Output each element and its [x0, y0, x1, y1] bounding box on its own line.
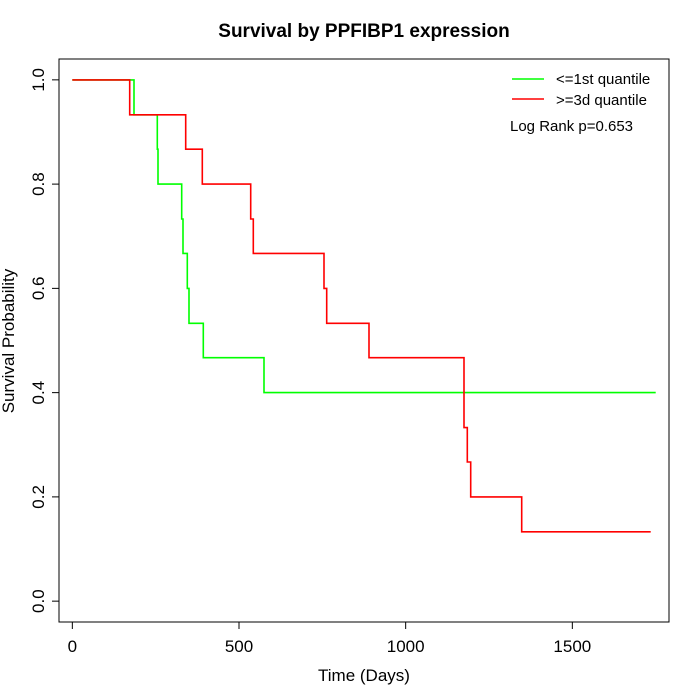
legend: <=1st quantile >=3d quantile [512, 71, 650, 109]
survival-curve-high-quantile [72, 79, 651, 533]
y-tick-label: 0.2 [29, 485, 48, 509]
plot-frame [58, 58, 670, 623]
y-tick-label: 0.0 [29, 589, 48, 613]
legend-label-high-quantile: >=3d quantile [556, 92, 647, 109]
y-tick-label: 1.0 [29, 68, 48, 92]
x-tick-label: 0 [68, 637, 77, 656]
y-axis-title: Survival Probability [0, 268, 18, 413]
x-tick-label: 1500 [553, 637, 591, 656]
log-rank-annotation: Log Rank p=0.653 [510, 118, 633, 135]
x-axis-title: Time (Days) [318, 666, 410, 685]
y-tick-label: 0.8 [29, 172, 48, 196]
y-tick-label: 0.4 [29, 381, 48, 405]
legend-label-low-quantile: <=1st quantile [556, 71, 650, 88]
survival-curve-low-quantile [72, 79, 656, 394]
chart-title: Survival by PPFIBP1 expression [218, 21, 509, 42]
y-tick-label: 0.6 [29, 277, 48, 301]
x-tick-label: 1000 [387, 637, 425, 656]
y-axis: 0.0 0.2 0.4 0.6 0.8 1.0 [29, 68, 60, 613]
series-layer [72, 79, 656, 533]
x-tick-label: 500 [225, 637, 253, 656]
x-axis: 0 500 1000 1500 [68, 621, 591, 656]
